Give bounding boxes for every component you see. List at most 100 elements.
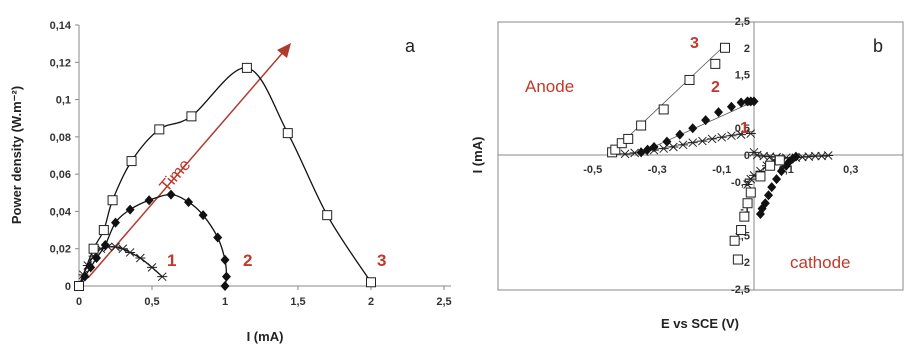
chart-b-series-2-point xyxy=(701,115,711,126)
chart-a-series-2-point xyxy=(213,232,223,243)
chart-b-x-tick-label: 0,3 xyxy=(843,164,858,176)
chart-a-series-3-point xyxy=(322,210,333,221)
chart-a-series-3-point xyxy=(241,62,252,73)
chart-a-x-tick-label: 1 xyxy=(222,296,228,308)
chart-b-series-3-point xyxy=(755,171,766,182)
chart-a-series-1-point xyxy=(147,263,157,272)
chart-b-series-3-point xyxy=(732,254,743,265)
chart-b-series-1-point xyxy=(668,142,679,152)
chart-a-x-tick-label: 0 xyxy=(76,296,82,308)
chart-b-series-1-point xyxy=(742,180,753,189)
chart-a-x-label: I (mA) xyxy=(247,329,284,344)
chart-a-series-1-label: 1 xyxy=(167,251,176,270)
chart-a-y-tick-label: 0,04 xyxy=(50,206,72,218)
chart-a-y-label: Power density (W.m⁻²) xyxy=(9,86,24,224)
chart-b-series-2-point xyxy=(649,141,659,152)
chart-b-series-2-point xyxy=(764,190,774,201)
chart-a-series-1-point xyxy=(110,242,121,252)
chart-a-y-tick-label: 0,06 xyxy=(50,169,71,181)
chart-a-series-2-point xyxy=(144,195,154,206)
chart-b-series-1-point xyxy=(678,140,689,150)
chart-a-y-tick-label: 0,12 xyxy=(50,57,71,69)
chart-b-series-2-label: 2 xyxy=(711,79,720,96)
chart-a-x-tick-label: 0,5 xyxy=(144,296,159,308)
chart-b-x-tick-label: -0,1 xyxy=(712,164,731,176)
chart-a-panel-label: a xyxy=(405,36,416,56)
chart-a-series-1-point xyxy=(125,248,136,257)
chart-b-series-1-point xyxy=(707,134,718,144)
anode-label: Anode xyxy=(525,77,574,96)
chart-a-series-3-label: 3 xyxy=(377,251,386,270)
chart-a-series-2-label: 2 xyxy=(243,251,252,270)
chart-b-y-tick-label: 2,5 xyxy=(735,16,750,28)
cathode-label: cathode xyxy=(790,253,851,272)
chart-b-series-2-point xyxy=(776,166,786,177)
chart-b-series-2-point xyxy=(688,123,698,134)
chart-b-series-3-point xyxy=(710,58,721,69)
chart-b-series-2-point xyxy=(760,198,770,209)
chart-b-series-2-point xyxy=(772,174,782,185)
chart-a-y-tick-label: 0,02 xyxy=(50,244,71,256)
chart-a-series-3-point xyxy=(126,156,137,167)
chart-a-x-tick-label: 2 xyxy=(368,296,374,308)
time-arrow xyxy=(87,49,286,279)
chart-a-series-2-point xyxy=(184,197,193,208)
chart-b-series-2-point xyxy=(736,97,746,108)
chart-b-y-tick-label: -2,5 xyxy=(731,284,750,296)
time-arrow-head xyxy=(277,43,291,58)
chart-a-x-tick-label: 1,5 xyxy=(290,296,305,308)
chart-b-series-1-point xyxy=(726,131,737,141)
chart-b-series-2-point xyxy=(767,182,777,193)
chart-a: 0 0,5 1 1,5 2 2,5 0 0,02 0,04 0,06 0,08 0,1 0,12 0,14… xyxy=(9,20,452,344)
chart-a-y-tick-label: 0,1 xyxy=(56,95,71,107)
chart-a-series-2-line xyxy=(78,193,228,287)
chart-a-series-3-point xyxy=(98,225,109,236)
chart-a-series-3-point xyxy=(282,128,293,139)
chart-b-series-1-point xyxy=(823,151,834,160)
chart-a-series-2-point xyxy=(100,239,110,250)
chart-a-series-3-point xyxy=(186,111,197,122)
chart-b-series-1-label: 1 xyxy=(740,120,749,137)
chart-b-series-3-point xyxy=(636,120,647,131)
chart-a-series-3-point xyxy=(74,281,84,291)
chart-b-series-3-point xyxy=(729,235,740,246)
chart-b-series-1-point xyxy=(697,136,708,146)
chart-b-y-tick-label: -1 xyxy=(740,204,750,216)
chart-b-panel-label: b xyxy=(873,36,883,56)
chart-b-series-3-point xyxy=(736,225,747,236)
chart-b-series-3-point xyxy=(623,133,634,144)
chart-b-series-1-point xyxy=(620,149,630,159)
chart-b-series-2-point xyxy=(791,151,801,162)
chart-b-series-2-point xyxy=(662,136,672,147)
chart-a-series-3-point xyxy=(88,243,99,254)
chart-a-tick-labels: 0 0,5 1 1,5 2 2,5 0 0,02 0,04 0,06 0,08 0,1 0,12 0,14 xyxy=(50,20,452,308)
chart-b-y-tick-label: -2 xyxy=(740,257,750,269)
chart-b-series-1-point xyxy=(716,132,727,142)
chart-b-series xyxy=(607,42,834,265)
chart-b-series-3-point xyxy=(765,160,776,171)
chart-a-series-2-point xyxy=(198,210,208,221)
chart-b-series-3-point xyxy=(684,74,695,85)
chart-b-series-3-point xyxy=(719,42,730,53)
chart-b-series-2-point xyxy=(749,96,759,107)
chart-a-y-tick-label: 0,08 xyxy=(50,132,71,144)
chart-a-series-3-line xyxy=(78,67,372,287)
chart-a-series-2-point xyxy=(125,204,135,215)
chart-b-series-3-point xyxy=(610,144,621,155)
chart-b-y-label: I (mA) xyxy=(470,137,485,174)
chart-b-series-1-point xyxy=(745,129,756,138)
chart-a-x-tick-label: 2,5 xyxy=(436,296,451,308)
chart-a-series-2-point xyxy=(111,217,120,228)
chart-b-x-tick-label: -0,3 xyxy=(648,164,667,176)
chart-b-series-3-label: 3 xyxy=(690,35,699,52)
chart-a-series-2-point xyxy=(92,253,102,264)
chart-a-series-1-point xyxy=(157,272,168,282)
chart-b-frame xyxy=(497,21,904,291)
chart-b-series-3-point xyxy=(658,104,669,115)
chart-a-series-2-point xyxy=(221,271,231,282)
chart-a-series-3-point xyxy=(107,195,118,206)
chart-b-x-tick-label: -0,5 xyxy=(583,164,602,176)
chart-b-series-2-point xyxy=(675,129,685,140)
chart-a-series-2-point xyxy=(80,271,90,282)
